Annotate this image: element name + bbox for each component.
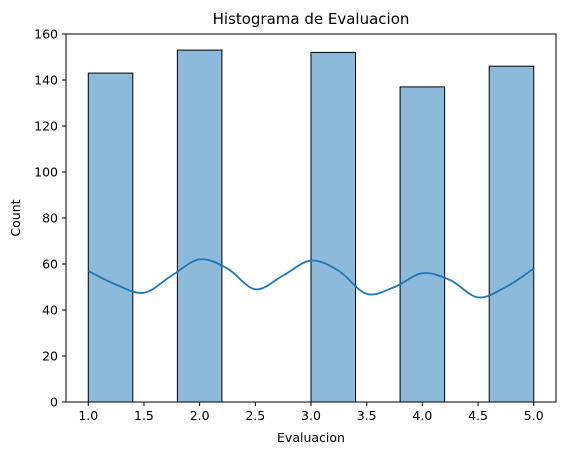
- y-tick-label: 80: [42, 211, 58, 226]
- x-tick-label: 2.5: [245, 408, 265, 423]
- x-tick-label: 4.0: [412, 408, 432, 423]
- histogram-bar: [310, 51, 357, 403]
- y-tick-label: 40: [42, 303, 58, 318]
- y-tick-label: 160: [34, 27, 58, 42]
- y-tick-label: 60: [42, 257, 58, 272]
- y-axis-label: Count: [8, 199, 23, 236]
- x-tick-label: 3.0: [301, 408, 321, 423]
- y-tick-label: 0: [50, 395, 58, 410]
- x-tick-label: 3.5: [357, 408, 377, 423]
- histogram-bar: [176, 49, 223, 403]
- bars-layer: [87, 49, 535, 403]
- kde-line: [87, 258, 535, 299]
- x-tick-label: 4.5: [468, 408, 488, 423]
- histogram-bar: [399, 86, 446, 403]
- x-tick-label: 1.0: [78, 408, 98, 423]
- x-tick-label: 1.5: [134, 408, 154, 423]
- y-tick-label: 120: [34, 119, 58, 134]
- chart-title: Histograma de Evaluacion: [213, 10, 410, 28]
- histogram-bar: [488, 65, 535, 403]
- y-tick-label: 140: [34, 73, 58, 88]
- y-tick-label: 100: [34, 165, 58, 180]
- histogram-bar: [87, 72, 134, 403]
- x-tick-label: 2.0: [190, 408, 210, 423]
- x-tick-label: 5.0: [524, 408, 544, 423]
- x-axis-label: Evaluacion: [277, 430, 345, 445]
- y-tick-label: 20: [42, 349, 58, 364]
- y-axis-ticks: 0 20 40 60 80 100 120 140 160: [34, 27, 66, 410]
- x-axis-ticks: 1.0 1.5 2.0 2.5 3.0 3.5 4.0 4.5 5.0: [78, 402, 544, 423]
